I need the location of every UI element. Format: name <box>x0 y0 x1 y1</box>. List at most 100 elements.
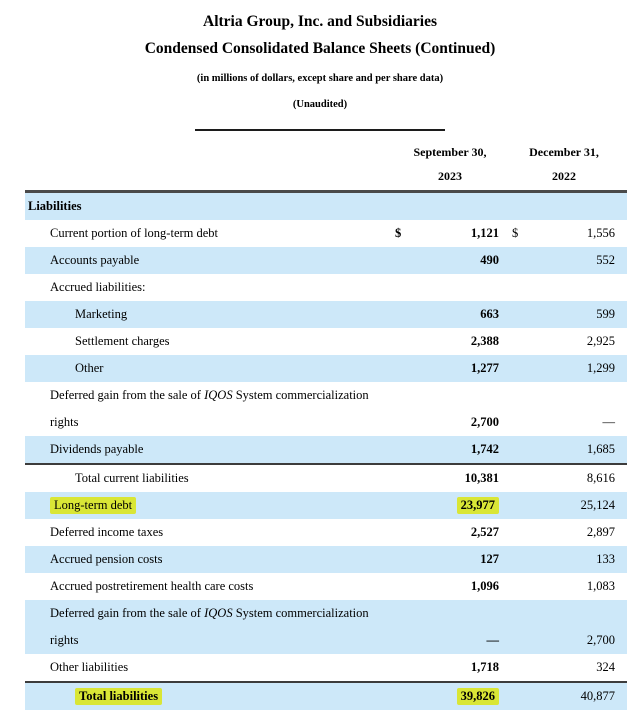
row-label-segment: Deferred gain from the sale of <box>50 606 205 620</box>
table-row: Deferred gain from the sale of IQOS Syst… <box>25 382 627 436</box>
column-header-year-line: 2022 <box>552 169 576 183</box>
value-2023: 10,381 <box>411 463 499 492</box>
table-row: Accounts payable 490 552 <box>25 247 627 274</box>
currency-cell-2022 <box>499 600 527 654</box>
value-2022: 8,616 <box>527 463 627 492</box>
value-2022: 1,299 <box>586 361 615 375</box>
currency-cell-2022 <box>499 192 527 221</box>
statement-title: Condensed Consolidated Balance Sheets (C… <box>144 40 496 57</box>
value-2023 <box>411 274 499 301</box>
table-row: Other 1,277 1,299 <box>25 355 627 382</box>
row-label: Long-term debt <box>25 492 391 519</box>
row-label: Current portion of long-term debt <box>50 226 219 240</box>
currency-cell-2023 <box>391 301 411 328</box>
currency-cell-2023 <box>391 681 411 710</box>
row-label: Liabilities <box>28 199 82 213</box>
currency-cell-2022 <box>499 382 527 436</box>
value-2023: 1,277 <box>470 361 499 375</box>
table-row: Current portion of long-term debt $1,121 $… <box>25 220 627 247</box>
row-label: Total liabilities <box>25 681 391 710</box>
value-2022: 2,925 <box>586 334 615 348</box>
currency-cell-2022 <box>499 247 527 274</box>
row-label: Accounts payable <box>50 253 140 267</box>
currency-cell-2023: $ <box>395 226 402 240</box>
value-2023: 490 <box>480 253 499 267</box>
currency-cell-2022 <box>499 274 527 301</box>
column-header-dec-2022: December 31, 2022 <box>510 145 618 184</box>
currency-cell-2022 <box>499 355 527 382</box>
table-row: Total current liabilities 10,381 8,616 <box>25 463 627 492</box>
value-2023: 127 <box>480 552 499 566</box>
column-headers: September 30, 2023 December 31, 2022 <box>0 145 640 190</box>
value-2023: 2,388 <box>470 334 499 348</box>
value-2023 <box>411 192 499 221</box>
highlight-marker: Long-term debt <box>50 497 137 514</box>
value-2022 <box>527 274 627 301</box>
row-label-segment: Deferred gain from the sale of <box>50 388 205 402</box>
value-2022: 324 <box>596 660 615 674</box>
row-label: Dividends payable <box>50 442 144 456</box>
highlight-marker: Total liabilities <box>75 688 163 705</box>
currency-cell-2023 <box>391 355 411 382</box>
currency-cell-2022 <box>499 492 527 519</box>
row-label: Settlement charges <box>75 334 170 348</box>
value-2023: 2,700 <box>470 415 499 429</box>
table-row: Accrued pension costs 127 133 <box>25 546 627 573</box>
value-2022: 599 <box>596 307 615 321</box>
table-row: Marketing 663 599 <box>25 301 627 328</box>
value-2023: 1,718 <box>470 660 499 674</box>
currency-cell-2022 <box>499 654 527 682</box>
value-2023: — <box>486 633 500 647</box>
value-2022: 2,897 <box>586 525 615 539</box>
currency-cell-2023 <box>391 274 411 301</box>
value-2023: 1,121 <box>470 226 499 240</box>
currency-cell-2022 <box>499 546 527 573</box>
value-2023: 663 <box>480 307 499 321</box>
unaudited-note: (Unaudited) <box>292 99 348 110</box>
row-label: Other <box>75 361 104 375</box>
table-row: Settlement charges 2,388 2,925 <box>25 328 627 355</box>
currency-cell-2022 <box>499 573 527 600</box>
row-label: Other liabilities <box>50 660 129 674</box>
currency-cell-2022 <box>499 436 527 464</box>
currency-cell-2023 <box>391 463 411 492</box>
currency-cell-2022 <box>499 519 527 546</box>
currency-cell-2023 <box>391 328 411 355</box>
table-body: Liabilities Current portion of long-term … <box>25 191 627 710</box>
currency-cell-2023 <box>391 492 411 519</box>
currency-cell-2022: $ <box>512 226 519 240</box>
value-2022 <box>527 192 627 221</box>
company-title: Altria Group, Inc. and Subsidiaries <box>203 13 437 30</box>
units-note: (in millions of dollars, except share an… <box>196 73 444 84</box>
row-label: Deferred income taxes <box>50 525 164 539</box>
table-row: Deferred gain from the sale of IQOS Syst… <box>25 600 627 654</box>
table-row: Other liabilities 1,718 324 <box>25 654 627 682</box>
row-label: Accrued liabilities: <box>50 280 146 294</box>
currency-cell-2023 <box>391 192 411 221</box>
currency-cell-2022 <box>499 463 527 492</box>
currency-cell-2023 <box>391 573 411 600</box>
value-2022: 2,700 <box>586 633 615 647</box>
currency-cell-2022 <box>499 681 527 710</box>
value-2023: 23,977 <box>411 492 499 519</box>
value-2022: 1,556 <box>586 226 615 240</box>
value-2022: 1,685 <box>586 442 615 456</box>
table-row: Long-term debt 23,977 25,124 <box>25 492 627 519</box>
row-label: Marketing <box>75 307 128 321</box>
liabilities-table: Liabilities Current portion of long-term … <box>25 190 627 710</box>
row-label-italic-segment: IQOS <box>204 388 233 402</box>
currency-cell-2022 <box>499 328 527 355</box>
row-label: Deferred gain from the sale of IQOS Syst… <box>50 606 369 647</box>
row-label-segment: System commercialization <box>232 606 369 620</box>
row-label: Accrued postretirement health care costs <box>50 579 254 593</box>
table-row: Deferred income taxes 2,527 2,897 <box>25 519 627 546</box>
value-2022: 25,124 <box>580 498 615 512</box>
value-2023: 1,742 <box>470 442 499 456</box>
column-header-date-line: September 30, <box>413 145 487 159</box>
value-2022: 40,877 <box>527 681 627 710</box>
value-2023: 1,096 <box>470 579 499 593</box>
value-2022: 552 <box>596 253 615 267</box>
highlight-marker: 39,826 <box>456 688 499 705</box>
row-label: Accrued pension costs <box>50 552 163 566</box>
